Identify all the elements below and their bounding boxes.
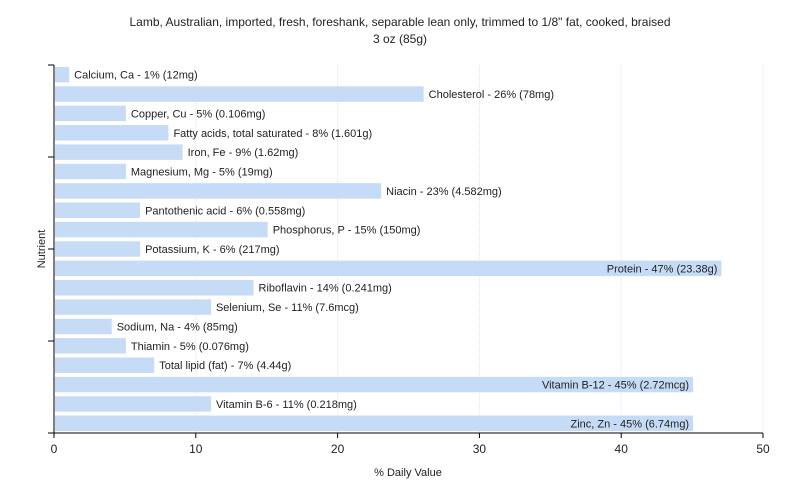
bar: [55, 144, 183, 160]
bar-label: Protein - 47% (23.38g): [607, 263, 718, 275]
bar: [55, 202, 141, 219]
bar-label: Cholesterol - 26% (78mg): [429, 89, 554, 101]
bar-label: Selenium, Se - 11% (7.6mcg): [216, 302, 359, 314]
chart-title-line-2: 3 oz (85g): [372, 32, 428, 46]
bar-label: Vitamin B-6 - 11% (0.218mg): [216, 399, 357, 411]
x-tick-label: 30: [473, 442, 487, 456]
bar: [55, 183, 382, 199]
chart-title-line-1: Lamb, Australian, imported, fresh, fores…: [129, 15, 671, 29]
bar: [55, 86, 424, 102]
bar: [55, 376, 694, 393]
bar-label: Niacin - 23% (4.582mg): [386, 186, 502, 198]
bar: [55, 221, 268, 238]
bar-label: Copper, Cu - 5% (0.106mg): [131, 108, 266, 120]
bar-label: Fatty acids, total saturated - 8% (1.601…: [173, 128, 372, 140]
x-tick-label: 20: [331, 442, 345, 456]
bar-label: Total lipid (fat) - 7% (4.44g): [159, 360, 291, 372]
bar-label: Magnesium, Mg - 5% (19mg): [131, 167, 273, 179]
x-axis-label: % Daily Value: [374, 467, 442, 479]
bar-label: Sodium, Na - 4% (85mg): [117, 321, 238, 333]
x-tick-label: 10: [189, 442, 203, 456]
bar: [55, 163, 126, 180]
x-tick-label: 50: [756, 442, 770, 456]
bar: [55, 318, 112, 335]
bar-label: Potassium, K - 6% (217mg): [145, 244, 280, 256]
axes: 0 10 20 30 40 50: [48, 64, 770, 456]
bars: Calcium, Ca - 1% (12mg) Cholesterol - 26%…: [55, 66, 722, 432]
bar: [55, 279, 254, 296]
bar: [55, 105, 126, 122]
bar: [55, 357, 155, 373]
bar-label: Thiamin - 5% (0.076mg): [131, 341, 249, 353]
chart-title: Lamb, Australian, imported, fresh, fores…: [0, 14, 800, 48]
bar-label: Phosphorus, P - 15% (150mg): [273, 225, 421, 237]
bar-label: Pantothenic acid - 6% (0.558mg): [145, 205, 305, 217]
bar-label: Calcium, Ca - 1% (12mg): [74, 70, 197, 82]
bar-label: Riboflavin - 14% (0.241mg): [259, 283, 392, 295]
x-tick-label: 40: [615, 442, 629, 456]
bar: [55, 415, 694, 432]
bar-label: Vitamin B-12 - 45% (2.72mcg): [542, 380, 689, 392]
bar: [55, 260, 722, 277]
bar: [55, 241, 141, 257]
bar: [55, 125, 169, 141]
bar: [55, 338, 126, 354]
bar: [55, 396, 211, 412]
bar: [55, 66, 70, 83]
bar-label: Zinc, Zn - 45% (6.74mg): [571, 418, 690, 430]
grid: [195, 65, 764, 433]
x-tick-label: 0: [51, 442, 58, 456]
bar-label: Iron, Fe - 9% (1.62mg): [188, 147, 299, 159]
y-axis-label: Nutrient: [36, 230, 48, 269]
bar: [55, 299, 211, 315]
